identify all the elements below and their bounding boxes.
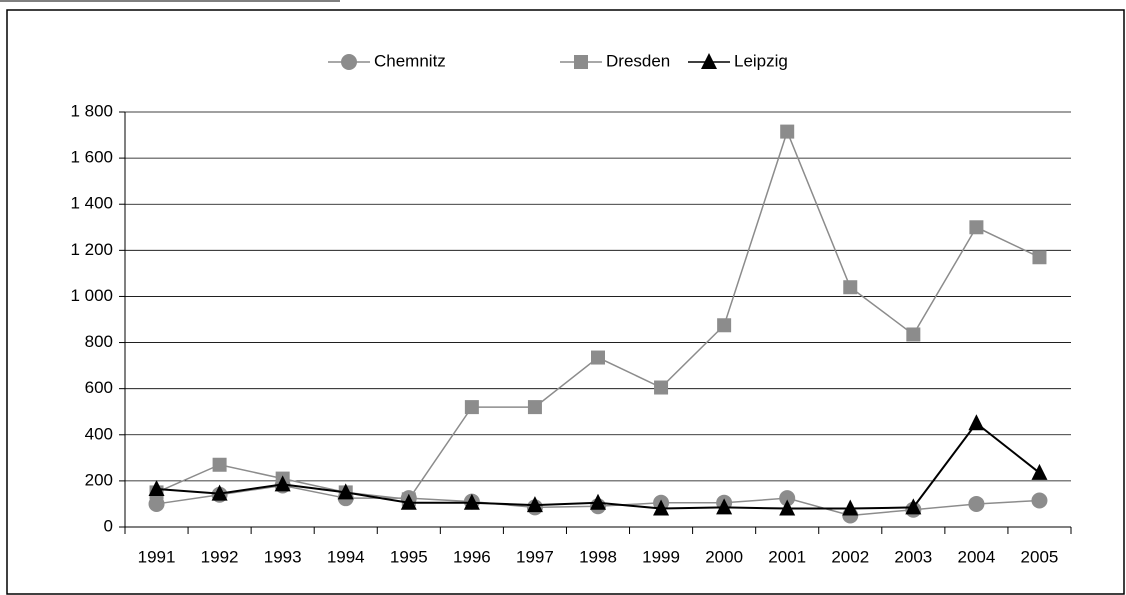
y-tick-label: 1 000 xyxy=(70,286,113,305)
point xyxy=(337,483,354,500)
x-tick-label: 1995 xyxy=(390,547,428,566)
point xyxy=(211,484,228,501)
point xyxy=(780,124,795,139)
y-tick-label: 200 xyxy=(85,470,113,489)
x-tick-label: 1999 xyxy=(642,547,680,566)
point xyxy=(148,479,165,496)
point xyxy=(905,498,922,515)
point xyxy=(212,457,227,472)
x-tick-label: 2002 xyxy=(831,547,869,566)
x-tick-label: 1997 xyxy=(516,547,554,566)
point xyxy=(1031,463,1048,480)
point xyxy=(463,493,480,510)
point xyxy=(526,496,543,513)
point xyxy=(274,475,291,492)
point xyxy=(590,493,606,510)
x-tick-label: 1993 xyxy=(264,547,302,566)
point xyxy=(969,220,984,235)
point xyxy=(591,350,605,365)
point xyxy=(842,499,859,516)
x-tick-label: 2000 xyxy=(705,547,743,566)
x-tick-label: 2003 xyxy=(894,547,932,566)
y-tick-label: 0 xyxy=(104,516,113,535)
y-tick-label: 400 xyxy=(85,424,113,443)
x-tick-label: 2005 xyxy=(1021,547,1059,566)
legend-label: Chemnitz xyxy=(374,51,446,70)
point xyxy=(717,318,732,333)
y-tick-label: 800 xyxy=(85,332,113,351)
point xyxy=(148,495,165,512)
point xyxy=(464,400,479,415)
point xyxy=(527,400,542,415)
point xyxy=(779,499,796,516)
point xyxy=(906,327,921,342)
legend-marker xyxy=(701,53,717,69)
chart-frame xyxy=(6,9,1125,595)
x-tick-label: 1996 xyxy=(453,547,491,566)
y-tick-label: 1 600 xyxy=(70,148,113,167)
x-tick-label: 1991 xyxy=(138,547,176,566)
legend-label: Dresden xyxy=(606,51,670,70)
legend-label: Leipzig xyxy=(734,51,788,70)
x-tick-label: 2004 xyxy=(957,547,995,566)
y-tick-label: 1 200 xyxy=(70,240,113,259)
legend-marker xyxy=(341,54,357,70)
point xyxy=(653,499,670,516)
y-tick-label: 1 400 xyxy=(70,194,113,213)
point xyxy=(1032,250,1047,265)
point xyxy=(1031,492,1048,509)
point xyxy=(400,493,417,510)
point xyxy=(654,380,669,395)
point xyxy=(716,498,733,515)
point xyxy=(968,495,985,512)
x-tick-label: 1994 xyxy=(327,547,365,566)
point xyxy=(843,280,858,295)
point xyxy=(779,490,796,507)
x-tick-label: 1998 xyxy=(579,547,617,566)
legend-marker xyxy=(574,55,588,69)
y-tick-label: 1 800 xyxy=(70,101,113,120)
x-tick-label: 2001 xyxy=(768,547,806,566)
point xyxy=(968,414,985,431)
x-tick-label: 1992 xyxy=(201,547,239,566)
y-tick-label: 600 xyxy=(85,378,113,397)
